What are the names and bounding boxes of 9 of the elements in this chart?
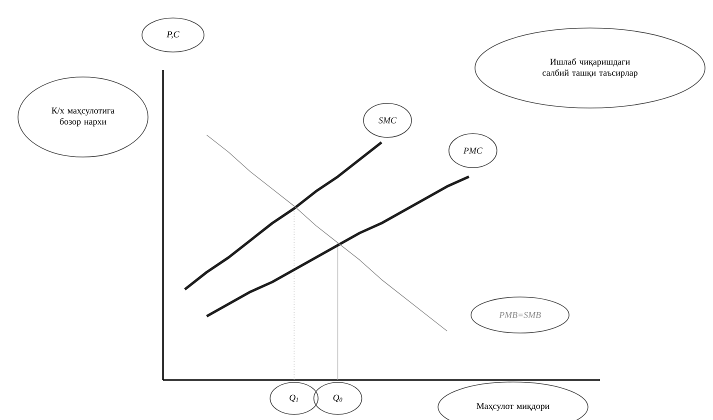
text: PMB=SMB	[499, 312, 541, 318]
text: К/х маҳсулотига бозор нархи	[52, 108, 114, 126]
text: PMC	[463, 148, 482, 154]
x-tick-label: Q$_{1}$	[290, 394, 298, 402]
text: SMC	[378, 117, 397, 124]
text: P,C	[166, 31, 180, 39]
x-axis-title: Маҳсулот миқдори	[476, 403, 550, 411]
text: Ишлаб чиқаришдаги салбий ташқи таъсирлар	[542, 58, 638, 78]
x-tick-label: Q$_{0}$	[333, 394, 342, 402]
